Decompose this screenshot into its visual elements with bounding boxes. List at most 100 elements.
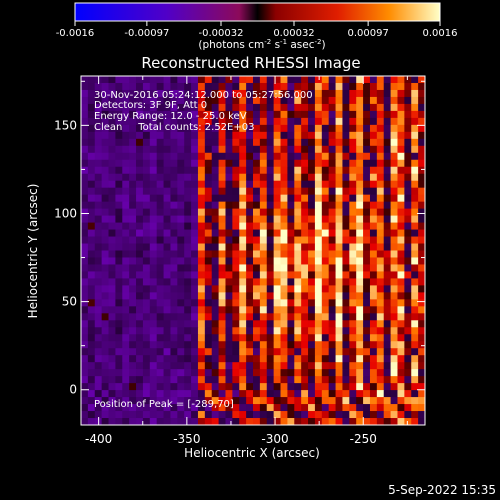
heatmap-cell [328,173,336,182]
heatmap-cell [280,201,288,210]
heatmap-cell [246,222,254,230]
heatmap-cell [115,166,123,175]
heatmap-cell [211,369,219,377]
heatmap-cell [225,166,233,175]
heatmap-cell [328,320,336,328]
heatmap-cell [101,173,109,182]
heatmap-cell [108,180,116,189]
heatmap-cell [321,166,330,175]
heatmap-cell [369,271,378,279]
heatmap-cell [349,404,357,412]
heatmap-cell [149,376,158,384]
heatmap-cell [142,383,151,391]
heatmap-cell [149,397,158,405]
heatmap-cell [294,285,302,293]
heatmap-cell [301,264,309,272]
heatmap-cell [259,117,268,126]
heatmap-cell [170,390,178,398]
heatmap-cell [81,110,89,119]
heatmap-cell [280,383,288,391]
heatmap-cell [294,313,302,321]
heatmap-cell [356,341,364,349]
heatmap-cell [94,341,103,349]
heatmap-cell [301,222,309,230]
heatmap-cell [273,208,281,216]
heatmap-cell [253,257,261,265]
heatmap-cell [253,278,261,286]
heatmap-cell [87,404,96,412]
heatmap-cell [349,355,357,363]
heatmap-cell [81,257,89,265]
heatmap-cell [177,404,185,412]
heatmap-cell [211,96,219,105]
heatmap-cell [129,103,137,112]
heatmap-cell [411,187,419,196]
heatmap-cell [356,376,364,384]
heatmap-cell [129,278,137,286]
heatmap-cell [101,131,109,140]
heatmap-cell [170,124,178,133]
heatmap-cell [411,131,419,140]
heatmap-cell [376,201,385,210]
heatmap-cell [232,278,240,286]
heatmap-cell [301,215,309,223]
heatmap-cell [314,103,323,112]
heatmap-cell [197,103,206,112]
heatmap-cell [280,138,288,147]
heatmap-cell [418,299,425,307]
heatmap-cell [383,341,391,349]
heatmap-cell [246,404,254,412]
heatmap-cell [335,418,343,425]
heatmap-cell [308,201,316,210]
heatmap-cell [239,243,247,251]
heatmap-cell [191,327,199,335]
heatmap-cell [280,411,288,419]
heatmap-cell [259,285,268,293]
heatmap-cell [342,187,350,196]
heatmap-cell [94,166,103,175]
heatmap-cell [335,327,343,335]
heatmap-cell [301,117,309,126]
heatmap-cell [266,278,275,286]
heatmap-cell [239,152,247,161]
heatmap-cell [239,313,247,321]
heatmap-cell [404,89,412,98]
heatmap-cell [253,152,261,161]
heatmap-cell [177,320,185,328]
heatmap-cell [184,222,192,230]
heatmap-cell [342,103,350,112]
heatmap-cell [404,229,412,237]
heatmap-cell [156,229,164,237]
heatmap-cell [418,166,425,175]
heatmap-cell [170,271,178,279]
heatmap-cell [328,243,336,251]
heatmap-cell [308,194,316,203]
heatmap-cell [239,208,247,216]
heatmap-cell [101,348,109,356]
heatmap-cell [108,131,116,140]
heatmap-cell [87,208,96,216]
heatmap-cell [81,411,89,419]
heatmap-cell [239,390,247,398]
heatmap-cell [108,404,116,412]
heatmap-cell [211,222,219,230]
heatmap-cell [369,362,378,370]
heatmap-cell [225,257,233,265]
heatmap-cell [239,124,247,133]
heatmap-cell [411,278,419,286]
heatmap-cell [136,194,144,203]
heatmap-cell [376,320,385,328]
heatmap-cell [301,257,309,265]
heatmap-cell [170,76,178,84]
heatmap-cell [404,159,412,168]
heatmap-cell [294,383,302,391]
heatmap-cell [177,278,185,286]
heatmap-cell [404,285,412,293]
heatmap-cell [191,159,199,168]
heatmap-cell [184,271,192,279]
heatmap-cell [163,250,171,258]
heatmap-cell [314,383,323,391]
heatmap-cell [411,411,419,419]
heatmap-cell [314,334,323,342]
heatmap-cell [308,348,316,356]
